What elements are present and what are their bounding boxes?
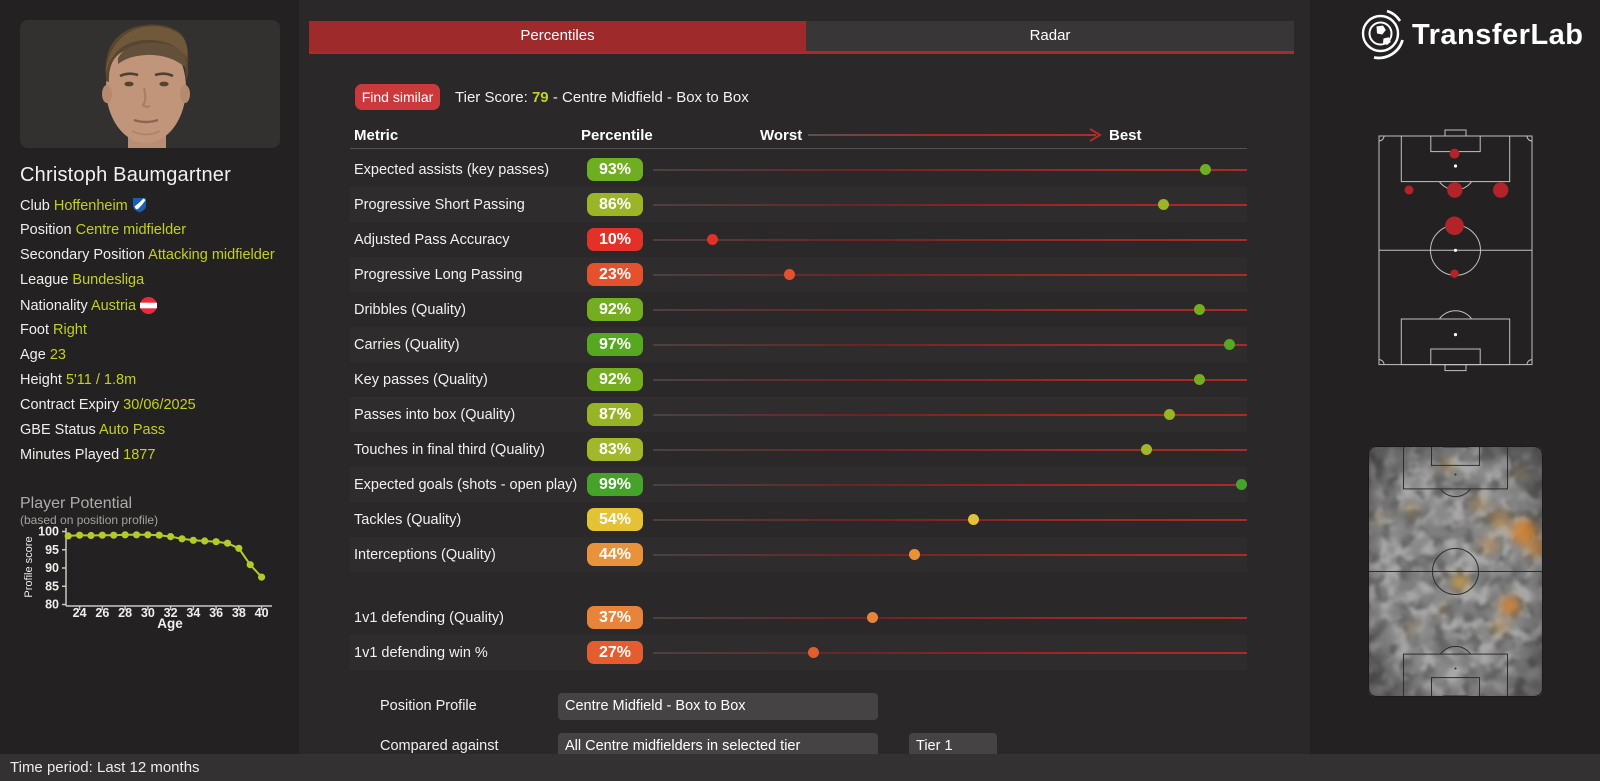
svg-text:26: 26 xyxy=(95,606,109,620)
svg-text:TransferLab: TransferLab xyxy=(1412,19,1584,51)
svg-text:80: 80 xyxy=(45,598,59,612)
svg-text:36: 36 xyxy=(209,606,223,620)
svg-text:40: 40 xyxy=(255,606,269,620)
svg-text:Profile score: Profile score xyxy=(23,536,35,597)
svg-text:24: 24 xyxy=(73,606,87,620)
svg-text:100: 100 xyxy=(38,525,59,539)
svg-text:90: 90 xyxy=(45,561,59,575)
svg-text:32: 32 xyxy=(164,606,178,620)
svg-text:34: 34 xyxy=(186,606,200,620)
svg-text:95: 95 xyxy=(45,543,59,557)
svg-text:85: 85 xyxy=(45,579,59,593)
svg-text:38: 38 xyxy=(232,606,246,620)
svg-text:28: 28 xyxy=(118,606,132,620)
svg-text:Age: Age xyxy=(157,616,183,631)
svg-text:30: 30 xyxy=(141,606,155,620)
